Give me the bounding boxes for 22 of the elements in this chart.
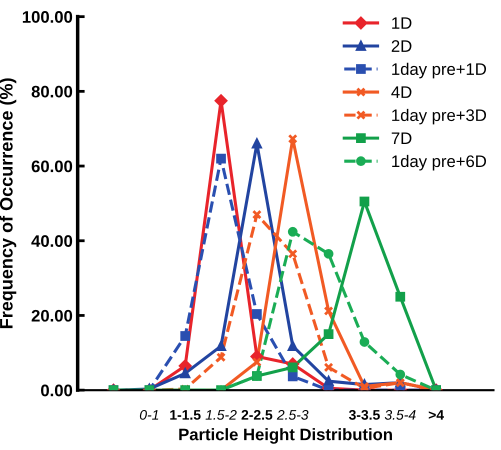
legend-label: 1day pre+1D [392, 62, 486, 78]
x-axis-title: Particle Height Distribution [179, 428, 392, 444]
y-tick-label: 20.00 [32, 310, 72, 322]
legend-label: 1day pre+3D [392, 108, 486, 124]
x-tick-label: 1.5-2 [206, 410, 237, 420]
x-tick-label: 3-3.5 [348, 410, 380, 420]
x-tick-label: 2.5-3 [276, 410, 308, 420]
x-tick-label: >4 [428, 410, 444, 420]
legend-label: 1D [392, 17, 412, 29]
x-tick-label: 1-1.5 [170, 410, 201, 420]
y-tick-label: 100.00 [22, 11, 72, 23]
x-tick-label: 0-1 [140, 410, 158, 420]
legend-label: 7D [392, 132, 412, 144]
y-tick-label: 0.00 [41, 384, 72, 396]
legend-label: 2D [392, 40, 412, 52]
x-tick-label: 2-2.5 [242, 410, 272, 420]
y-tick-label: 80.00 [32, 86, 72, 98]
y-tick-label: 40.00 [31, 235, 72, 247]
legend-label: 4D [391, 86, 412, 98]
x-tick-label: 3.5-4 [384, 410, 416, 420]
y-tick-label: 60.00 [32, 160, 72, 172]
legend-label: 1day pre+6D [392, 154, 486, 170]
